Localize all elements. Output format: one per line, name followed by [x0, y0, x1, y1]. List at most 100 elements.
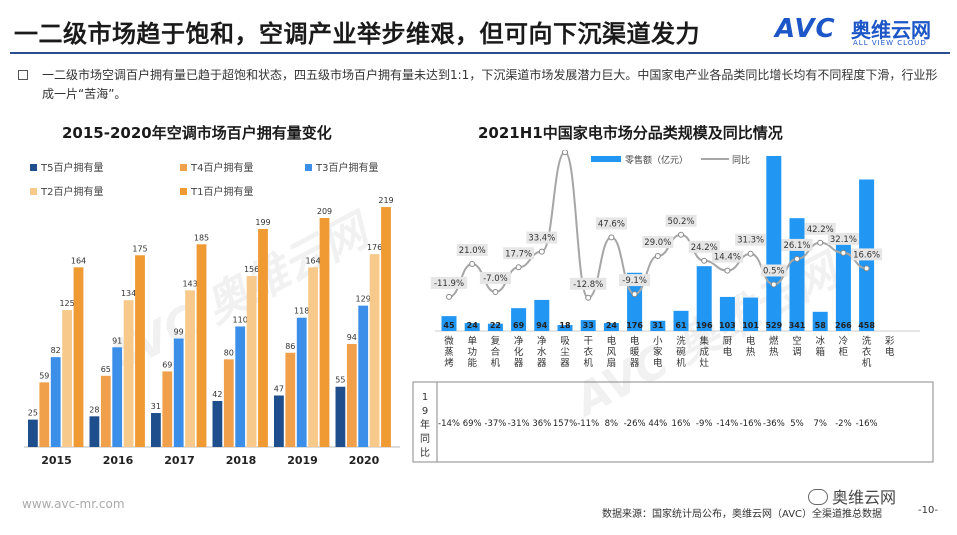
x-tick-label-char: 电: [607, 335, 617, 347]
table-cell: 157%: [553, 419, 577, 429]
logo-cn: 奥维云网: [851, 18, 931, 42]
yoy-label: 14.4%: [714, 253, 741, 263]
table-cell: -31%: [508, 419, 530, 429]
bar: [285, 352, 296, 447]
x-tick-label-char: 空: [792, 335, 802, 347]
legend-label: 同比: [732, 154, 750, 166]
x-tick-label-char: 电: [630, 335, 640, 347]
bullet-square-icon: [18, 70, 28, 80]
bar-value-label: 176: [626, 321, 643, 330]
x-tick-label-char: 小: [653, 336, 663, 347]
legend-label: 零售额（亿元）: [625, 154, 688, 166]
bar: [185, 290, 195, 447]
bar: [135, 255, 145, 447]
yoy-label: 29.0%: [644, 238, 671, 248]
x-tick-label-char: 合: [491, 346, 501, 358]
yoy-label: 31.3%: [737, 236, 764, 246]
yoy-label: -9.1%: [622, 276, 647, 286]
yoy-point: [747, 250, 754, 257]
x-tick-label-char: 化: [514, 346, 524, 358]
x-tick-label-char: 热: [769, 346, 779, 358]
bar-value-label: 91: [112, 336, 122, 345]
x-tick-label: 2020: [349, 454, 380, 467]
table-cell: -2%: [835, 419, 852, 429]
x-tick-label-char: 衣: [862, 346, 872, 358]
x-tick-label-char: 灶: [699, 357, 709, 369]
bar: [235, 326, 246, 447]
x-tick-label: 2018: [226, 454, 257, 467]
x-tick-label: 2017: [164, 454, 195, 467]
x-tick-label-char: 电: [885, 346, 895, 358]
bar-value-label: 59: [39, 371, 49, 380]
table-header-char: 1: [422, 392, 428, 403]
yoy-label-box: [642, 236, 674, 248]
bar-value-label: 156: [244, 265, 259, 274]
bar: [487, 323, 503, 331]
legend-swatch: [180, 188, 187, 195]
bar-value-label: 31: [652, 321, 664, 330]
yoy-label: -12.8%: [573, 280, 603, 290]
x-tick-label-char: 彩: [885, 336, 895, 347]
bar-value-label: 45: [443, 321, 455, 330]
x-tick-label-char: 风: [607, 347, 617, 358]
bar-value-label: 99: [174, 328, 184, 337]
table-header-char: 同: [420, 433, 430, 445]
bar: [673, 310, 689, 331]
footer-url[interactable]: www.avc-mr.com: [22, 497, 125, 511]
x-tick-label-char: 干: [583, 336, 593, 347]
yoy-label-box: [827, 232, 859, 245]
bar: [580, 320, 596, 331]
yoy-table-frame: [412, 381, 934, 463]
x-tick-label-char: 电: [653, 357, 663, 369]
x-tick-label-char: 机: [491, 357, 501, 369]
bar: [381, 207, 391, 447]
x-tick-label-char: 衣: [583, 346, 593, 358]
x-tick-label: 2015: [41, 454, 72, 467]
bar-value-label: 101: [742, 321, 759, 330]
table-cell: 69%: [463, 419, 482, 429]
x-tick-label-char: 吸: [560, 336, 570, 347]
x-tick-label-char: 扇: [607, 357, 617, 369]
table-cell: -37%: [484, 419, 506, 429]
bar-value-label: 24: [467, 321, 479, 330]
summary-text: 一二级市场空调百户拥有量已趋于超饱和状态，四五级市场百户拥有量未达到1:1，下沉…: [42, 68, 938, 101]
bar-value-label: 164: [71, 256, 86, 265]
table-header-char: 年: [420, 418, 430, 431]
wechat-badge: 奥维云网: [808, 484, 896, 508]
bar: [308, 267, 318, 447]
bar-value-label: 185: [194, 233, 209, 242]
yoy-label-box: [503, 247, 535, 260]
yoy-label-box: [526, 231, 558, 244]
bar: [39, 382, 50, 447]
bar-value-label: 129: [356, 295, 371, 304]
yoy-label-box: [456, 244, 488, 256]
bar-value-label: 176: [367, 243, 382, 252]
data-source: 数据来源：国家统计局公布，奥维云网（AVC）全渠道推总数据: [602, 509, 883, 520]
x-tick-label-char: 厨: [723, 336, 733, 347]
bar: [358, 305, 369, 447]
x-tick-label-char: 冷: [839, 335, 849, 347]
yoy-point: [678, 231, 684, 238]
x-tick-label-char: 机: [862, 357, 872, 369]
bar: [28, 419, 38, 447]
x-tick-label-char: 水: [537, 346, 547, 358]
x-tick-label: 2019: [287, 454, 318, 467]
bar: [319, 218, 330, 447]
bar: [112, 347, 123, 447]
yoy-label: 33.4%: [528, 234, 555, 244]
yoy-point: [515, 264, 522, 271]
page-title: 一二级市场趋于饱和，空调产业举步维艰，但可向下沉渠道发力: [14, 20, 700, 48]
bar: [441, 316, 457, 331]
bar: [650, 320, 666, 331]
ownership-bar-chart: T5百户拥有量 T4百户拥有量 T3百户拥有量 T2百户拥有量 T1百户拥有量 25 59 8…: [24, 161, 400, 467]
bar: [296, 317, 307, 447]
bar: [369, 254, 380, 447]
bar: [603, 323, 619, 331]
yoy-label-box: [781, 238, 813, 251]
bar: [627, 272, 643, 331]
bar-value-label: 134: [121, 289, 136, 298]
bar: [162, 371, 173, 447]
bar-value-label: 266: [835, 321, 852, 330]
yoy-label: 26.1%: [783, 241, 810, 251]
table-cell: -14%: [438, 419, 460, 429]
